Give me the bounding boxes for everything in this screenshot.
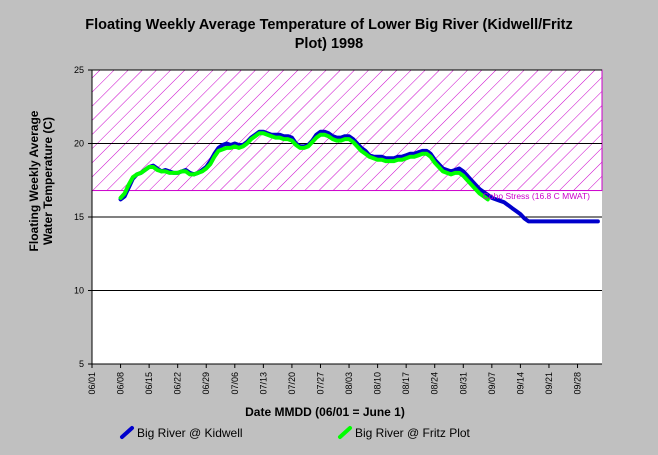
x-tick-label: 09/28 (573, 372, 583, 395)
x-tick-label: 08/10 (373, 372, 383, 395)
x-tick-label: 06/22 (173, 372, 183, 395)
stress-band-label: Coho Stress (16.8 C MWAT) (483, 191, 590, 201)
x-tick-label: 08/03 (344, 372, 354, 395)
x-tick-label: 06/08 (116, 372, 126, 395)
x-tick-label: 07/06 (230, 372, 240, 395)
x-tick-label: 08/17 (401, 372, 411, 395)
chart-title-line-1: Floating Weekly Average Temperature of L… (85, 17, 572, 33)
x-tick-label: 09/21 (544, 372, 554, 395)
chart-title-line-2: Plot) 1998 (295, 36, 364, 52)
x-tick-label: 07/13 (258, 372, 268, 395)
x-tick-label: 08/31 (458, 372, 468, 395)
legend-label-kidwell: Big River @ Kidwell (137, 426, 243, 440)
x-tick-label: 09/14 (515, 372, 525, 395)
y-tick-label: 10 (74, 286, 84, 296)
series-line-fritz-plot (118, 131, 490, 202)
y-axis-title-line-1: Floating Weekly Average (27, 110, 41, 251)
x-tick-label: 06/01 (87, 372, 97, 395)
y-tick-label: 5 (79, 359, 84, 369)
x-axis-title: Date MMDD (06/01 = June 1) (245, 405, 405, 419)
x-tick-label: 06/15 (144, 372, 154, 395)
y-axis-title-line-2: Water Temperature (C) (41, 117, 55, 245)
stress-band (91, 69, 603, 192)
y-tick-label: 15 (74, 212, 84, 222)
x-tick-label: 08/24 (430, 372, 440, 395)
x-tick-label: 07/27 (315, 372, 325, 395)
legend-swatch-kidwell (120, 426, 134, 439)
legend-swatch-fritz-plot (338, 426, 352, 439)
y-tick-label: 20 (74, 139, 84, 149)
x-tick-label: 09/07 (487, 372, 497, 395)
legend-label-fritz-plot: Big River @ Fritz Plot (355, 426, 471, 440)
x-tick-label: 06/29 (201, 372, 211, 395)
y-tick-label: 25 (74, 65, 84, 75)
x-tick-label: 07/20 (287, 372, 297, 395)
